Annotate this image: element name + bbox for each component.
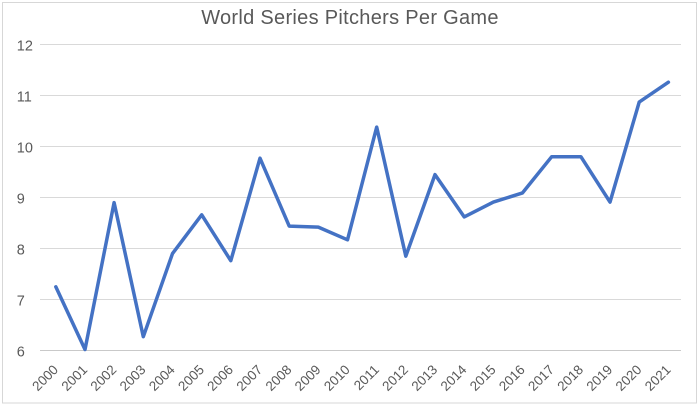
svg-text:6: 6 [17, 345, 25, 361]
svg-text:11: 11 [17, 90, 32, 106]
svg-text:12: 12 [17, 39, 33, 55]
svg-text:7: 7 [17, 294, 25, 310]
svg-text:8: 8 [17, 243, 25, 259]
svg-text:World Series Pitchers Per Game: World Series Pitchers Per Game [201, 7, 499, 29]
svg-text:9: 9 [17, 192, 25, 208]
svg-text:10: 10 [17, 141, 33, 157]
